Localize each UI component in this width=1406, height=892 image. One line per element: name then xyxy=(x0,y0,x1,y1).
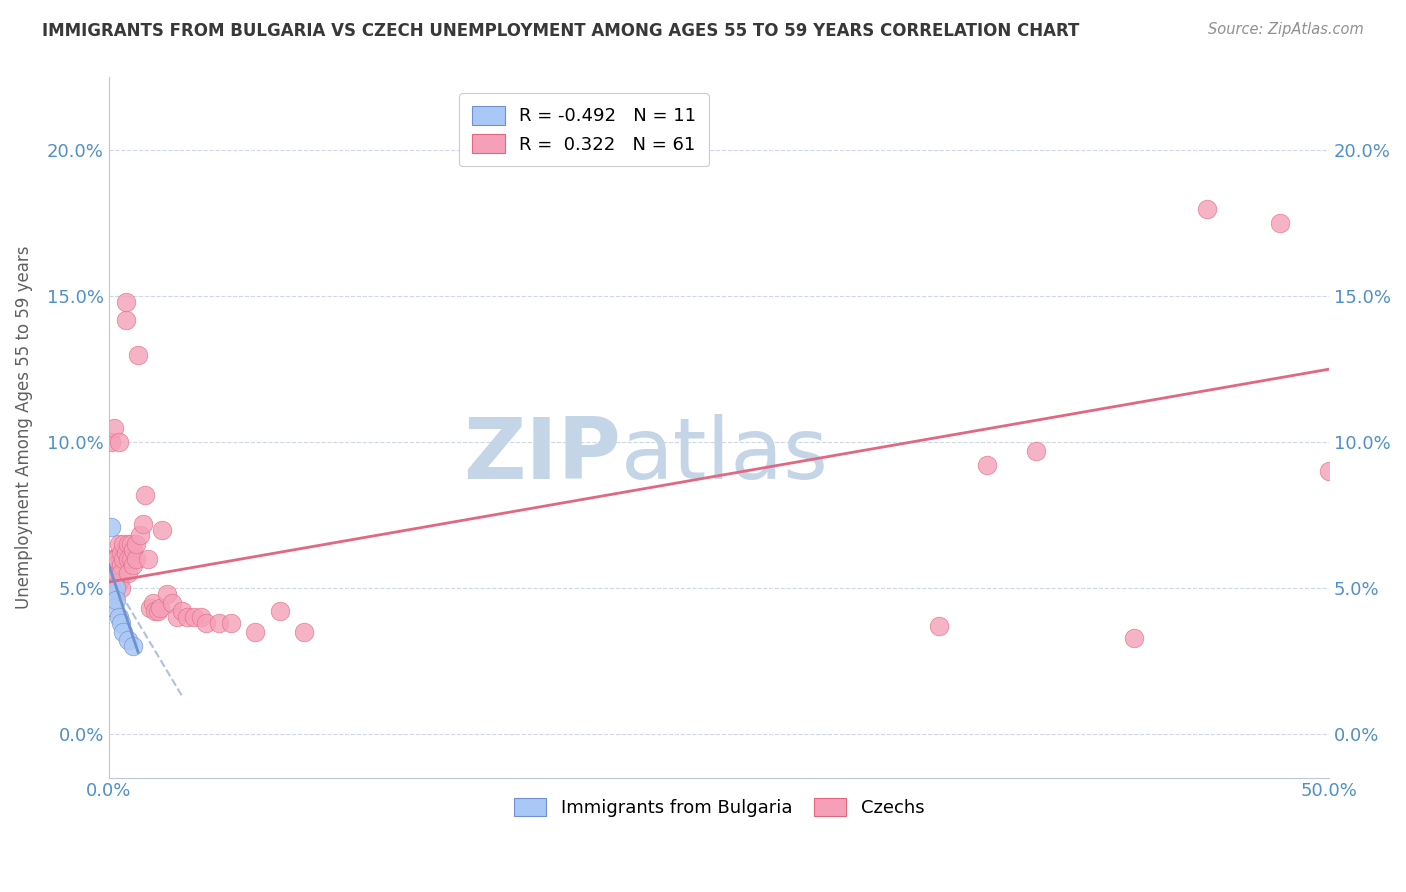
Point xyxy=(245,624,267,639)
Point xyxy=(100,435,122,450)
Point xyxy=(1025,443,1047,458)
Point xyxy=(110,566,132,581)
Point xyxy=(1317,464,1340,478)
Point xyxy=(112,537,135,551)
Point xyxy=(139,601,162,615)
Point xyxy=(132,516,155,531)
Point xyxy=(129,528,152,542)
Text: atlas: atlas xyxy=(621,414,830,497)
Point xyxy=(269,604,291,618)
Point xyxy=(143,604,166,618)
Point xyxy=(117,566,139,581)
Point xyxy=(114,312,136,326)
Point xyxy=(100,519,122,533)
Text: ZIP: ZIP xyxy=(464,414,621,497)
Point xyxy=(103,420,125,434)
Point xyxy=(170,604,193,618)
Point xyxy=(100,551,122,566)
Point xyxy=(292,624,315,639)
Point xyxy=(103,558,125,572)
Point xyxy=(124,551,146,566)
Point xyxy=(103,601,125,615)
Point xyxy=(105,581,128,595)
Point xyxy=(152,523,174,537)
Point xyxy=(183,610,205,624)
Point xyxy=(142,595,165,609)
Point xyxy=(103,551,125,566)
Point xyxy=(105,566,128,581)
Point xyxy=(122,640,145,654)
Point xyxy=(110,615,132,630)
Point xyxy=(149,601,172,615)
Point xyxy=(127,348,149,362)
Point xyxy=(120,537,142,551)
Point xyxy=(207,615,229,630)
Point xyxy=(117,537,139,551)
Point xyxy=(100,566,122,581)
Point xyxy=(110,558,132,572)
Point xyxy=(928,619,950,633)
Point xyxy=(110,581,132,595)
Text: IMMIGRANTS FROM BULGARIA VS CZECH UNEMPLOYMENT AMONG AGES 55 TO 59 YEARS CORRELA: IMMIGRANTS FROM BULGARIA VS CZECH UNEMPL… xyxy=(42,22,1080,40)
Point xyxy=(105,592,128,607)
Point xyxy=(120,551,142,566)
Point xyxy=(105,551,128,566)
Point xyxy=(1270,216,1292,230)
Point xyxy=(976,458,998,473)
Point xyxy=(195,615,218,630)
Point xyxy=(122,543,145,558)
Point xyxy=(117,551,139,566)
Point xyxy=(134,487,156,501)
Point xyxy=(166,610,188,624)
Point xyxy=(146,604,169,618)
Point xyxy=(114,546,136,560)
Point xyxy=(112,624,135,639)
Text: Source: ZipAtlas.com: Source: ZipAtlas.com xyxy=(1208,22,1364,37)
Point xyxy=(103,587,125,601)
Point xyxy=(190,610,212,624)
Y-axis label: Unemployment Among Ages 55 to 59 years: Unemployment Among Ages 55 to 59 years xyxy=(15,246,32,609)
Point xyxy=(117,633,139,648)
Point xyxy=(105,558,128,572)
Point xyxy=(124,537,146,551)
Point xyxy=(160,595,183,609)
Point xyxy=(176,610,198,624)
Point xyxy=(219,615,242,630)
Point xyxy=(156,587,179,601)
Point xyxy=(1197,202,1219,216)
Point xyxy=(136,551,159,566)
Point xyxy=(107,537,129,551)
Point xyxy=(107,610,129,624)
Point xyxy=(110,546,132,560)
Point xyxy=(114,295,136,310)
Point xyxy=(107,575,129,590)
Point xyxy=(1122,631,1144,645)
Point xyxy=(112,551,135,566)
Legend: Immigrants from Bulgaria, Czechs: Immigrants from Bulgaria, Czechs xyxy=(506,790,932,824)
Point xyxy=(107,435,129,450)
Point xyxy=(122,558,145,572)
Point xyxy=(100,587,122,601)
